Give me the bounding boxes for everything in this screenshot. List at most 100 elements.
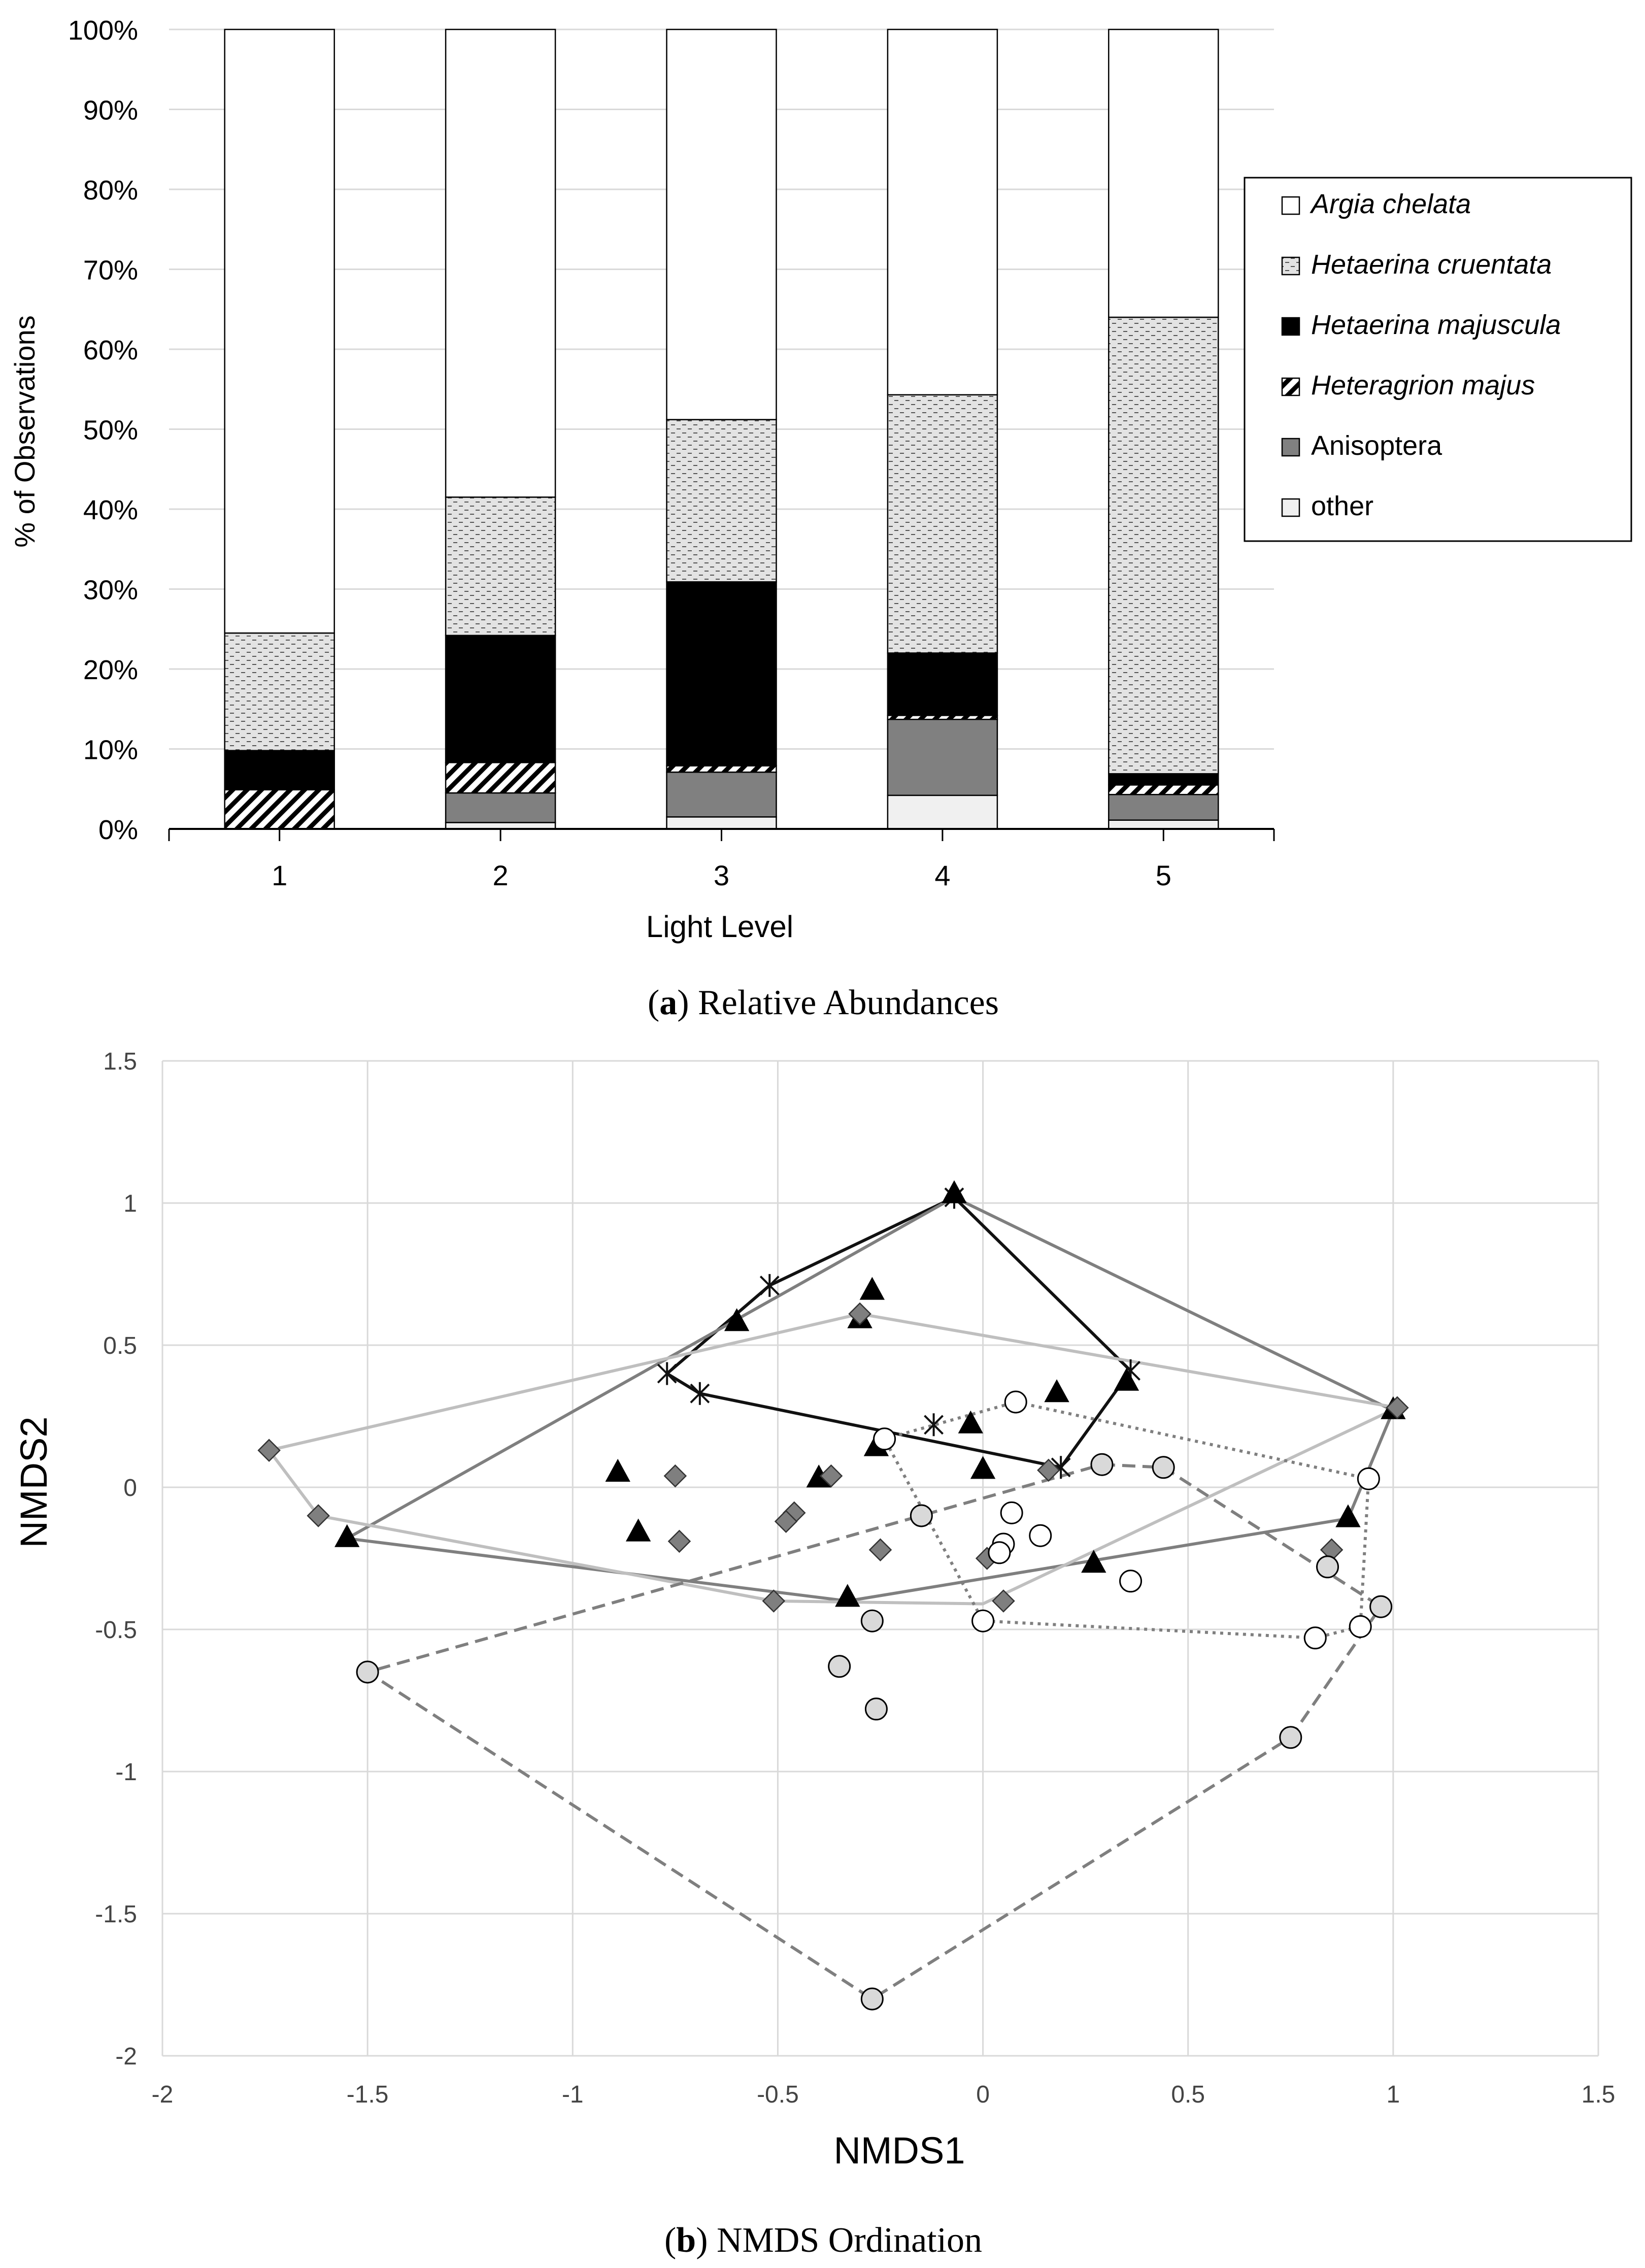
y-tick-label: -0.5	[95, 1617, 137, 1644]
point-circle	[356, 1660, 379, 1684]
x-tick-label: 1	[272, 859, 287, 891]
hull-triangle-1	[345, 1196, 1395, 1603]
bar-segment-anisoptera-4	[887, 718, 998, 796]
y-tick-label: 70%	[83, 255, 138, 286]
legend-swatch-anisoptera	[1281, 438, 1300, 457]
point-triangle	[605, 1458, 630, 1482]
bars	[224, 28, 1219, 830]
x-axis-label: NMDS1	[833, 2129, 965, 2172]
point-circle	[971, 1609, 995, 1632]
bar-segment-argia-chelata-3	[666, 28, 777, 420]
y-tick-label: -1.5	[95, 1901, 137, 1928]
y-tick-label: 60%	[83, 335, 138, 365]
x-tick-label: 2	[493, 859, 509, 891]
point-triangle	[970, 1456, 996, 1479]
bar-segment-argia-chelata-1	[224, 28, 335, 634]
point-circle	[860, 1609, 884, 1632]
axes: 0% 10% 20% 30% 40% 50% 60% 70% 80% 90% 100% 1 2 3 4 5	[68, 15, 1275, 891]
x-tick-label: 5	[1156, 859, 1171, 891]
x-tick-label: 0	[976, 2081, 990, 2108]
bar-segment-anisoptera-2	[445, 792, 556, 823]
point-circle	[828, 1655, 851, 1678]
point-triangle	[958, 1410, 984, 1433]
bar-segment-heteragrion-majus-3	[666, 765, 777, 773]
y-tick-label: 0	[123, 1475, 137, 1502]
point-circle	[988, 1541, 1011, 1564]
points	[257, 1180, 1409, 2011]
y-tick-label: -2	[115, 2043, 137, 2070]
stacked-bar-chart: 0% 10% 20% 30% 40% 50% 60% 70% 80% 90% 100% 1 2 3 4 5 %…	[9, 15, 1632, 1022]
point-circle	[1349, 1615, 1372, 1638]
bar-segment-other-3	[666, 816, 777, 830]
legend: Argia chelata Hetaerina cruentata Hetaerin…	[1244, 177, 1632, 542]
point-circle	[1090, 1453, 1114, 1476]
point-diamond	[663, 1464, 687, 1488]
bar-segment-hetaerina-cruentata-1	[224, 632, 335, 751]
legend-label-heteragrion-majus: Heteragrion majus	[1311, 370, 1535, 401]
legend-swatch-hetaerina-majuscula	[1281, 317, 1300, 336]
x-tick-label: -2	[152, 2081, 174, 2108]
legend-box	[1244, 177, 1632, 542]
bar-segment-argia-chelata-4	[887, 28, 998, 396]
legend-label-other: other	[1311, 491, 1373, 521]
hull-diamond-2	[267, 1312, 1399, 1606]
bar-segment-hetaerina-majuscula-4	[887, 652, 998, 716]
point-circle	[910, 1504, 933, 1527]
point-triangle	[1335, 1504, 1361, 1527]
point-circle	[1279, 1726, 1302, 1749]
bar-segment-other-4	[887, 794, 998, 830]
point-star	[759, 1274, 780, 1297]
point-star	[657, 1362, 677, 1385]
y-tick-label: 100%	[68, 15, 138, 46]
bar-segment-hetaerina-majuscula-2	[445, 635, 556, 763]
y-tick-label: 0.5	[103, 1332, 137, 1359]
x-tick-label: -1	[562, 2081, 584, 2108]
y-tick-label: 80%	[83, 175, 138, 206]
point-circle	[873, 1427, 896, 1451]
y-tick-label: -1	[115, 1759, 137, 1786]
legend-swatch-heteragrion-majus	[1281, 377, 1300, 396]
caption-a-text: Relative Abundances	[698, 983, 999, 1022]
point-diamond	[992, 1589, 1015, 1613]
x-tick-label: 1.5	[1582, 2081, 1616, 2108]
y-tick-label: 0%	[98, 815, 138, 845]
y-tick-label: 1.5	[103, 1048, 137, 1075]
y-tick-label: 10%	[83, 735, 138, 765]
point-circle	[1303, 1626, 1327, 1650]
point-diamond	[257, 1439, 281, 1462]
nmds-scatter-chart: -2 -1.5 -1 -0.5 0 0.5 1 1.51.510.50-0.5-1-1.5-2…	[13, 1048, 1615, 2260]
bar-segment-hetaerina-majuscula-5	[1108, 773, 1219, 786]
hull-star-0	[665, 1196, 1132, 1469]
legend-label-hetaerina-cruentata: Hetaerina cruentata	[1311, 249, 1552, 280]
tick-labels: -2 -1.5 -1 -0.5 0 0.5 1 1.5 1.5 1 0.5 0 -0.5 -1 -1.5 -2	[95, 1048, 1615, 2108]
point-diamond	[307, 1504, 330, 1527]
y-axis-label: NMDS2	[13, 1416, 55, 1548]
x-tick-label: -0.5	[757, 2081, 799, 2108]
bar-segment-other-5	[1108, 819, 1219, 830]
point-circle	[1357, 1467, 1380, 1490]
bar-segment-hetaerina-cruentata-3	[666, 419, 777, 583]
point-triangle	[859, 1277, 885, 1300]
caption-a: (a) Relative Abundances	[648, 983, 999, 1022]
bar-segment-argia-chelata-5	[1108, 28, 1219, 318]
y-tick-label: 1	[123, 1190, 137, 1217]
point-diamond	[848, 1302, 871, 1326]
y-tick-label: 40%	[83, 495, 138, 525]
bar-segment-heteragrion-majus-5	[1108, 784, 1219, 795]
hull-polygons	[267, 1196, 1399, 2000]
point-circle	[1119, 1570, 1143, 1593]
y-tick-label: 90%	[83, 95, 138, 126]
point-circle	[1316, 1555, 1339, 1579]
legend-label-anisoptera: Anisoptera	[1311, 430, 1442, 461]
x-tick-label: 4	[934, 859, 950, 891]
bar-segment-hetaerina-cruentata-5	[1108, 316, 1219, 775]
point-circle	[1152, 1456, 1175, 1479]
legend-label-argia-chelata: Argia chelata	[1310, 189, 1471, 219]
point-triangle	[724, 1308, 750, 1331]
bar-segment-hetaerina-majuscula-1	[224, 750, 335, 791]
point-circle	[1000, 1501, 1023, 1524]
x-tick-label: 1	[1387, 2081, 1400, 2108]
x-tick-label: 3	[714, 859, 729, 891]
y-tick-label: 50%	[83, 415, 138, 446]
